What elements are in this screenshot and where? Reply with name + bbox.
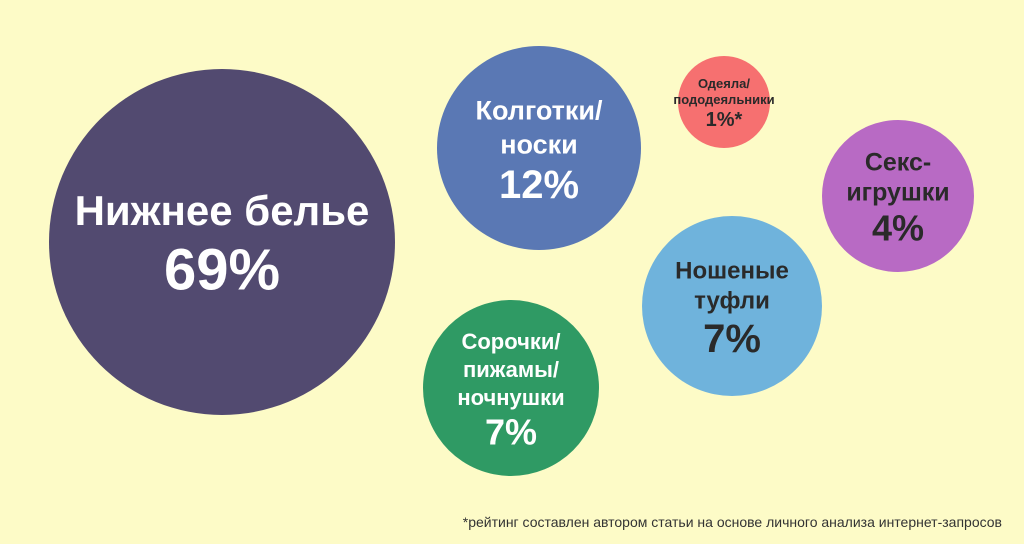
- bubble-value-5: 7%: [485, 412, 537, 453]
- bubble-value-2: 1%*: [706, 109, 743, 131]
- bubble-circle-4: [642, 216, 822, 396]
- bubble-circle-3: [822, 120, 974, 272]
- bubble-label-1-1: носки: [500, 130, 578, 160]
- bubble-label-1-0: Колготки/: [476, 96, 603, 126]
- bubble-circle-5: [423, 300, 599, 476]
- bubble-label-4-0: Ношеные: [675, 257, 789, 284]
- bubble-value-1: 12%: [499, 163, 579, 207]
- bubble-circle-2: [678, 56, 770, 148]
- bubble-circle-1: [437, 46, 641, 250]
- bubble-value-3: 4%: [872, 208, 924, 249]
- bubble-label-0-0: Нижнее белье: [75, 187, 370, 234]
- bubble-label-5-2: ночнушки: [457, 385, 564, 410]
- footnote: *рейтинг составлен автором статьи на осн…: [462, 514, 1002, 530]
- bubble-label-5-0: Сорочки/: [461, 329, 560, 354]
- bubble-label-5-1: пижамы/: [463, 357, 559, 382]
- bubble-label-2-1: пододеяльники: [673, 92, 774, 107]
- bubble-value-0: 69%: [164, 237, 280, 302]
- bubble-label-4-1: туфли: [694, 287, 770, 314]
- bubble-circle-0: [49, 69, 395, 415]
- bubble-2: Одеяла/пододеяльники 1%*: [673, 56, 775, 148]
- bubble-value-4: 7%: [703, 317, 761, 361]
- bubble-label-3-1: игрушки: [846, 179, 949, 207]
- bubble-4: Ношеные туфли 7%: [642, 216, 822, 396]
- bubble-label-2-0: Одеяла/: [698, 76, 750, 91]
- bubble-label-3-0: Секс-: [865, 149, 931, 177]
